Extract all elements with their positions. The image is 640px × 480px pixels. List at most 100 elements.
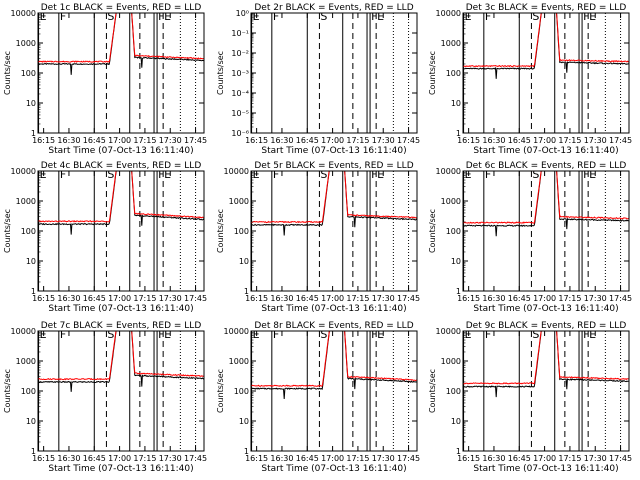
plot-frame <box>462 12 630 134</box>
x-tick-label: 16:15 <box>32 294 55 303</box>
marker-label: F <box>485 328 491 341</box>
y-tick-label: 1 <box>31 129 36 138</box>
x-axis-label: Start Time (07-Oct-13 16:11:40) <box>473 146 618 156</box>
events-series-line <box>38 13 204 75</box>
plot-frame <box>250 330 418 452</box>
marker-label: F <box>158 168 164 181</box>
x-tick-label: 17:15 <box>558 136 581 145</box>
y-tick-label: 100 <box>21 227 36 236</box>
x-tick-label: 16:45 <box>508 294 531 303</box>
panel-title: Det 6c BLACK = Events, RED = LLD <box>466 161 627 171</box>
panel-title: Det 9c BLACK = Events, RED = LLD <box>466 321 627 331</box>
y-tick-label: 1 <box>456 287 461 296</box>
x-axis-label: Start Time (07-Oct-13 16:11:40) <box>48 304 193 314</box>
x-tick-label: 16:30 <box>482 454 505 463</box>
x-tick-label: 17:00 <box>108 136 131 145</box>
x-tick-label: 17:45 <box>609 454 632 463</box>
lld-series-line <box>463 13 629 68</box>
lld-series-line <box>38 171 204 223</box>
x-tick-label: 16:15 <box>245 136 268 145</box>
x-tick-label: 17:30 <box>159 454 182 463</box>
plot-frame <box>250 170 418 292</box>
y-tick-label: 10⁻³ <box>231 69 249 78</box>
x-tick-label: 16:45 <box>508 136 531 145</box>
x-tick-label: 17:45 <box>184 294 207 303</box>
plot-frame <box>37 170 205 292</box>
y-tick-label: 10 <box>26 417 36 426</box>
lld-series-line <box>463 171 629 224</box>
lld-series-line <box>463 331 629 385</box>
marker-label: E <box>164 168 171 181</box>
y-tick-label: 10 <box>239 417 249 426</box>
x-tick-label: 17:30 <box>372 454 395 463</box>
marker-label: S <box>107 10 114 23</box>
marker-label: E <box>164 328 171 341</box>
y-tick-label: 1000 <box>16 197 36 206</box>
y-axis-label: Counts/sec <box>216 369 225 413</box>
marker-label: S <box>107 168 114 181</box>
y-tick-label: 10 <box>451 99 461 108</box>
x-tick-label: 16:30 <box>57 294 80 303</box>
y-tick-label: 1 <box>456 447 461 456</box>
x-axis-label: Start Time (07-Oct-13 16:11:40) <box>261 464 406 474</box>
x-tick-label: 16:45 <box>83 454 106 463</box>
marker-label: S <box>532 328 539 341</box>
x-tick-label: 17:30 <box>159 294 182 303</box>
marker-label: S <box>320 328 327 341</box>
events-series-line <box>251 171 417 236</box>
x-tick-label: 16:45 <box>83 136 106 145</box>
marker-label: F <box>60 328 66 341</box>
x-tick-label: 17:45 <box>397 454 420 463</box>
x-tick-label: 17:30 <box>372 136 395 145</box>
y-tick-label: 10000 <box>436 327 461 336</box>
events-series-line <box>251 331 417 400</box>
y-axis-label: Counts/sec <box>428 369 437 413</box>
y-tick-label: 100 <box>21 387 36 396</box>
x-tick-label: 16:30 <box>482 294 505 303</box>
marker-label: F <box>485 10 491 23</box>
x-tick-label: 16:45 <box>83 294 106 303</box>
x-tick-label: 17:15 <box>346 454 369 463</box>
panel-title: Det 1c BLACK = Events, RED = LLD <box>41 3 202 13</box>
x-tick-label: 17:15 <box>346 136 369 145</box>
marker-label: S <box>107 328 114 341</box>
x-tick-label: 16:15 <box>245 294 268 303</box>
y-tick-label: 10 <box>26 257 36 266</box>
y-tick-label: 10000 <box>436 167 461 176</box>
x-tick-label: 17:15 <box>133 294 156 303</box>
x-tick-label: 17:45 <box>609 294 632 303</box>
marker-label: F <box>273 168 279 181</box>
marker-label: F <box>273 10 279 23</box>
y-tick-label: 100 <box>21 69 36 78</box>
y-tick-label: 100 <box>234 227 249 236</box>
x-tick-label: 17:15 <box>133 136 156 145</box>
x-tick-label: 16:30 <box>270 136 293 145</box>
panel-title: Det 2r BLACK = Events, RED = LLD <box>254 3 413 13</box>
marker-label: F <box>60 10 66 23</box>
y-axis-label: Counts/sec <box>3 369 12 413</box>
x-tick-label: 17:30 <box>159 136 182 145</box>
marker-label: E <box>164 10 171 23</box>
x-tick-label: 17:00 <box>533 294 556 303</box>
lld-series-line <box>38 331 204 381</box>
marker-label: E <box>40 168 47 181</box>
y-tick-label: 1000 <box>441 197 461 206</box>
x-tick-label: 17:15 <box>133 454 156 463</box>
y-tick-label: 10 <box>451 417 461 426</box>
y-axis-label: Counts/sec <box>428 51 437 95</box>
y-tick-label: 10⁻¹ <box>231 29 249 38</box>
y-tick-label: 1000 <box>229 197 249 206</box>
y-tick-label: 10000 <box>11 167 36 176</box>
marker-label: F <box>485 168 491 181</box>
marker-label: E <box>253 168 260 181</box>
x-tick-label: 16:15 <box>457 454 480 463</box>
marker-label: F <box>371 10 377 23</box>
marker-label: S <box>320 10 327 23</box>
x-tick-label: 17:45 <box>397 136 420 145</box>
y-axis-label: Counts/sec <box>3 51 12 95</box>
x-axis-label: Start Time (07-Oct-13 16:11:40) <box>48 464 193 474</box>
